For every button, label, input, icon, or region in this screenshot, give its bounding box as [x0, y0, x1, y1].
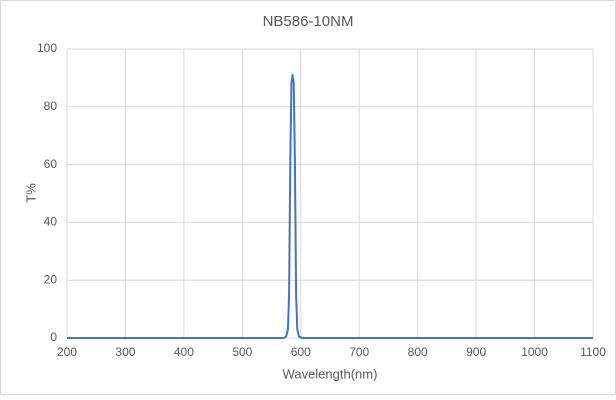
x-tick-label: 1000: [521, 345, 548, 359]
x-tick-label: 700: [349, 345, 369, 359]
y-tick-label: 60: [44, 157, 58, 171]
y-tick-label: 80: [44, 99, 58, 113]
x-axis-label: Wavelength(nm): [283, 366, 378, 381]
series-line: [67, 74, 593, 339]
y-tick-label: 0: [50, 330, 57, 344]
chart-title: NB586-10NM: [263, 13, 354, 30]
y-tick-label: 100: [37, 41, 57, 55]
x-tick-label: 300: [115, 345, 135, 359]
y-tick-label: 20: [44, 272, 58, 286]
y-tick-label: 40: [44, 215, 58, 229]
x-tick-label: 1100: [580, 345, 606, 359]
x-tick-label: 600: [291, 345, 311, 359]
x-tick-label: 500: [232, 345, 252, 359]
x-tick-label: 200: [57, 345, 77, 359]
x-tick-label: 900: [466, 345, 486, 359]
x-tick-label: 400: [174, 345, 194, 359]
y-axis-label: T%: [23, 183, 38, 203]
x-tick-label: 800: [408, 345, 428, 359]
